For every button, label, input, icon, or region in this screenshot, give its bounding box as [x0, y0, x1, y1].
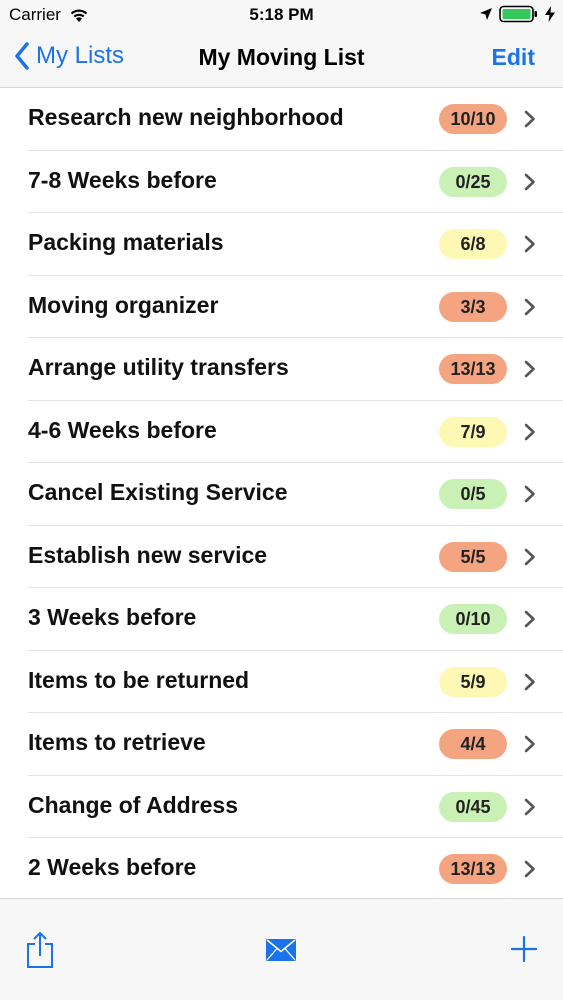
list-row-label: Arrange utility transfers: [28, 354, 289, 380]
list-row-label: 3 Weeks before: [28, 604, 197, 630]
add-button[interactable]: [510, 935, 538, 967]
chevron-right-icon: [524, 235, 535, 253]
chevron-right-icon: [524, 610, 535, 628]
progress-badge: 13/13: [439, 354, 507, 384]
list-row[interactable]: 2 Weeks before 13/13: [28, 838, 563, 901]
list-row[interactable]: Items to be returned 5/9: [28, 651, 563, 713]
progress-badge: 5/9: [439, 666, 507, 697]
battery-icon: [499, 5, 537, 23]
list-row[interactable]: Cancel Existing Service 0/5: [28, 463, 563, 526]
list-row[interactable]: Change of Address 0/45: [28, 776, 563, 838]
list-row[interactable]: Packing materials 6/8: [28, 213, 563, 276]
progress-badge: 0/45: [439, 791, 507, 822]
list-row[interactable]: Items to retrieve 4/4: [28, 713, 563, 776]
progress-badge: 10/10: [439, 104, 507, 134]
list-row-label: 7-8 Weeks before: [28, 166, 217, 193]
add-icon: [510, 935, 538, 963]
carrier-label: Carrier: [9, 5, 61, 24]
location-arrow-icon: [480, 8, 492, 20]
wifi-icon: [70, 9, 88, 22]
back-button[interactable]: My Lists: [14, 42, 124, 70]
chevron-right-icon: [524, 860, 535, 878]
bottom-toolbar: [0, 898, 563, 1000]
chevron-right-icon: [524, 360, 535, 378]
list-row-label: Packing materials: [28, 229, 224, 255]
progress-badge: 3/3: [439, 291, 507, 322]
list-row[interactable]: 7-8 Weeks before 0/25: [28, 151, 563, 213]
progress-badge: 6/8: [439, 229, 507, 259]
chevron-right-icon: [524, 548, 535, 565]
chevron-right-icon: [524, 423, 535, 440]
chevron-right-icon: [524, 798, 535, 815]
back-button-label: My Lists: [36, 42, 125, 69]
progress-badge: 5/5: [439, 541, 507, 572]
progress-badge: 13/13: [439, 854, 507, 884]
list-row-label: Establish new service: [28, 541, 268, 568]
list-row[interactable]: Moving organizer 3/3: [28, 276, 563, 338]
progress-badge: 0/25: [439, 166, 507, 197]
list-row-label: Research new neighborhood: [28, 104, 344, 130]
status-bar: Carrier 5:18 PM: [0, 0, 563, 30]
list-row[interactable]: Research new neighborhood 10/10: [28, 88, 563, 151]
lists-table: Research new neighborhood 10/10 7-8 Weeks …: [0, 88, 563, 901]
list-row[interactable]: Arrange utility transfers 13/13: [28, 338, 563, 401]
share-button[interactable]: [26, 931, 54, 974]
mail-icon: [266, 939, 296, 961]
list-row-label: 4-6 Weeks before: [28, 416, 217, 443]
list-row-label: Cancel Existing Service: [28, 479, 288, 505]
list-row-label: Items to retrieve: [28, 729, 206, 755]
progress-badge: 0/5: [439, 479, 507, 509]
mail-button[interactable]: [266, 939, 296, 966]
chevron-right-icon: [524, 673, 535, 690]
list-row-label: Change of Address: [28, 791, 239, 818]
list-row[interactable]: Establish new service 5/5: [28, 526, 563, 588]
chevron-right-icon: [524, 735, 535, 753]
list-row-label: 2 Weeks before: [28, 854, 197, 880]
edit-button[interactable]: Edit: [491, 44, 535, 70]
status-left: Carrier: [9, 5, 89, 25]
chevron-right-icon: [524, 485, 535, 503]
progress-badge: 0/10: [439, 604, 507, 634]
chevron-right-icon: [524, 110, 535, 128]
status-time: 5:18 PM: [249, 5, 314, 24]
progress-badge: 7/9: [439, 416, 507, 447]
list-row-label: Items to be returned: [28, 666, 250, 693]
list-row[interactable]: 4-6 Weeks before 7/9: [28, 401, 563, 463]
share-icon: [27, 932, 53, 968]
status-right: [479, 5, 555, 23]
list-row-label: Moving organizer: [28, 291, 219, 318]
navigation-bar: My Lists My Moving List Edit: [0, 30, 563, 88]
chevron-left-icon: [15, 42, 29, 70]
list-row[interactable]: 3 Weeks before 0/10: [28, 588, 563, 651]
chevron-right-icon: [524, 298, 535, 315]
progress-badge: 4/4: [439, 729, 507, 759]
charging-bolt-icon: [545, 6, 555, 22]
chevron-right-icon: [524, 173, 535, 190]
